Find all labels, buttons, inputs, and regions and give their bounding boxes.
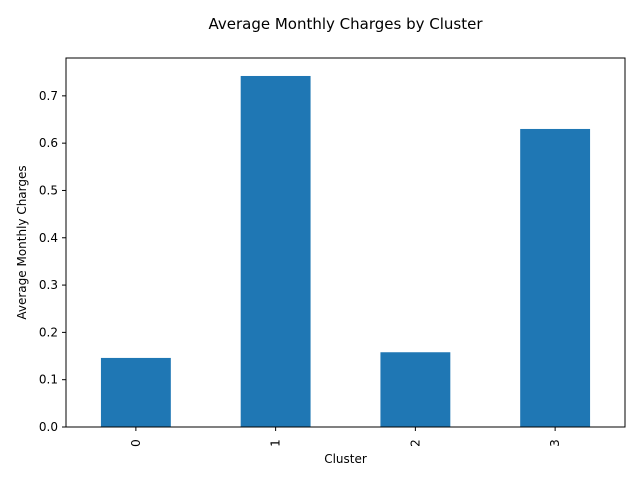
y-tick-label: 0.4	[39, 231, 58, 245]
x-tick-label: 0	[129, 439, 143, 447]
y-tick-label: 0.3	[39, 278, 58, 292]
y-axis-ticks: 0.0 0.1 0.2 0.3 0.4 0.5 0.6 0.7	[39, 89, 66, 434]
x-axis-label: Cluster	[324, 452, 367, 466]
y-tick-label: 0.1	[39, 373, 58, 387]
x-tick-label: 1	[269, 439, 283, 447]
x-axis-ticks: 0 1 2 3	[129, 427, 562, 447]
x-tick-label: 3	[548, 439, 562, 447]
chart-title: Average Monthly Charges by Cluster	[208, 15, 483, 33]
plot-frame	[65, 57, 626, 428]
y-tick-label: 0.7	[39, 89, 58, 103]
y-axis-label: Average Monthly Charges	[15, 165, 29, 319]
y-tick-label: 0.0	[39, 420, 58, 434]
bar-cluster-2	[380, 352, 451, 427]
bars-layer	[100, 75, 591, 427]
bar-cluster-0	[100, 357, 171, 427]
x-tick-label: 2	[408, 439, 422, 447]
bar-cluster-1	[240, 75, 311, 427]
bar-cluster-3	[520, 128, 591, 427]
y-tick-label: 0.6	[39, 136, 58, 150]
y-tick-label: 0.5	[39, 183, 58, 197]
y-tick-label: 0.2	[39, 325, 58, 339]
